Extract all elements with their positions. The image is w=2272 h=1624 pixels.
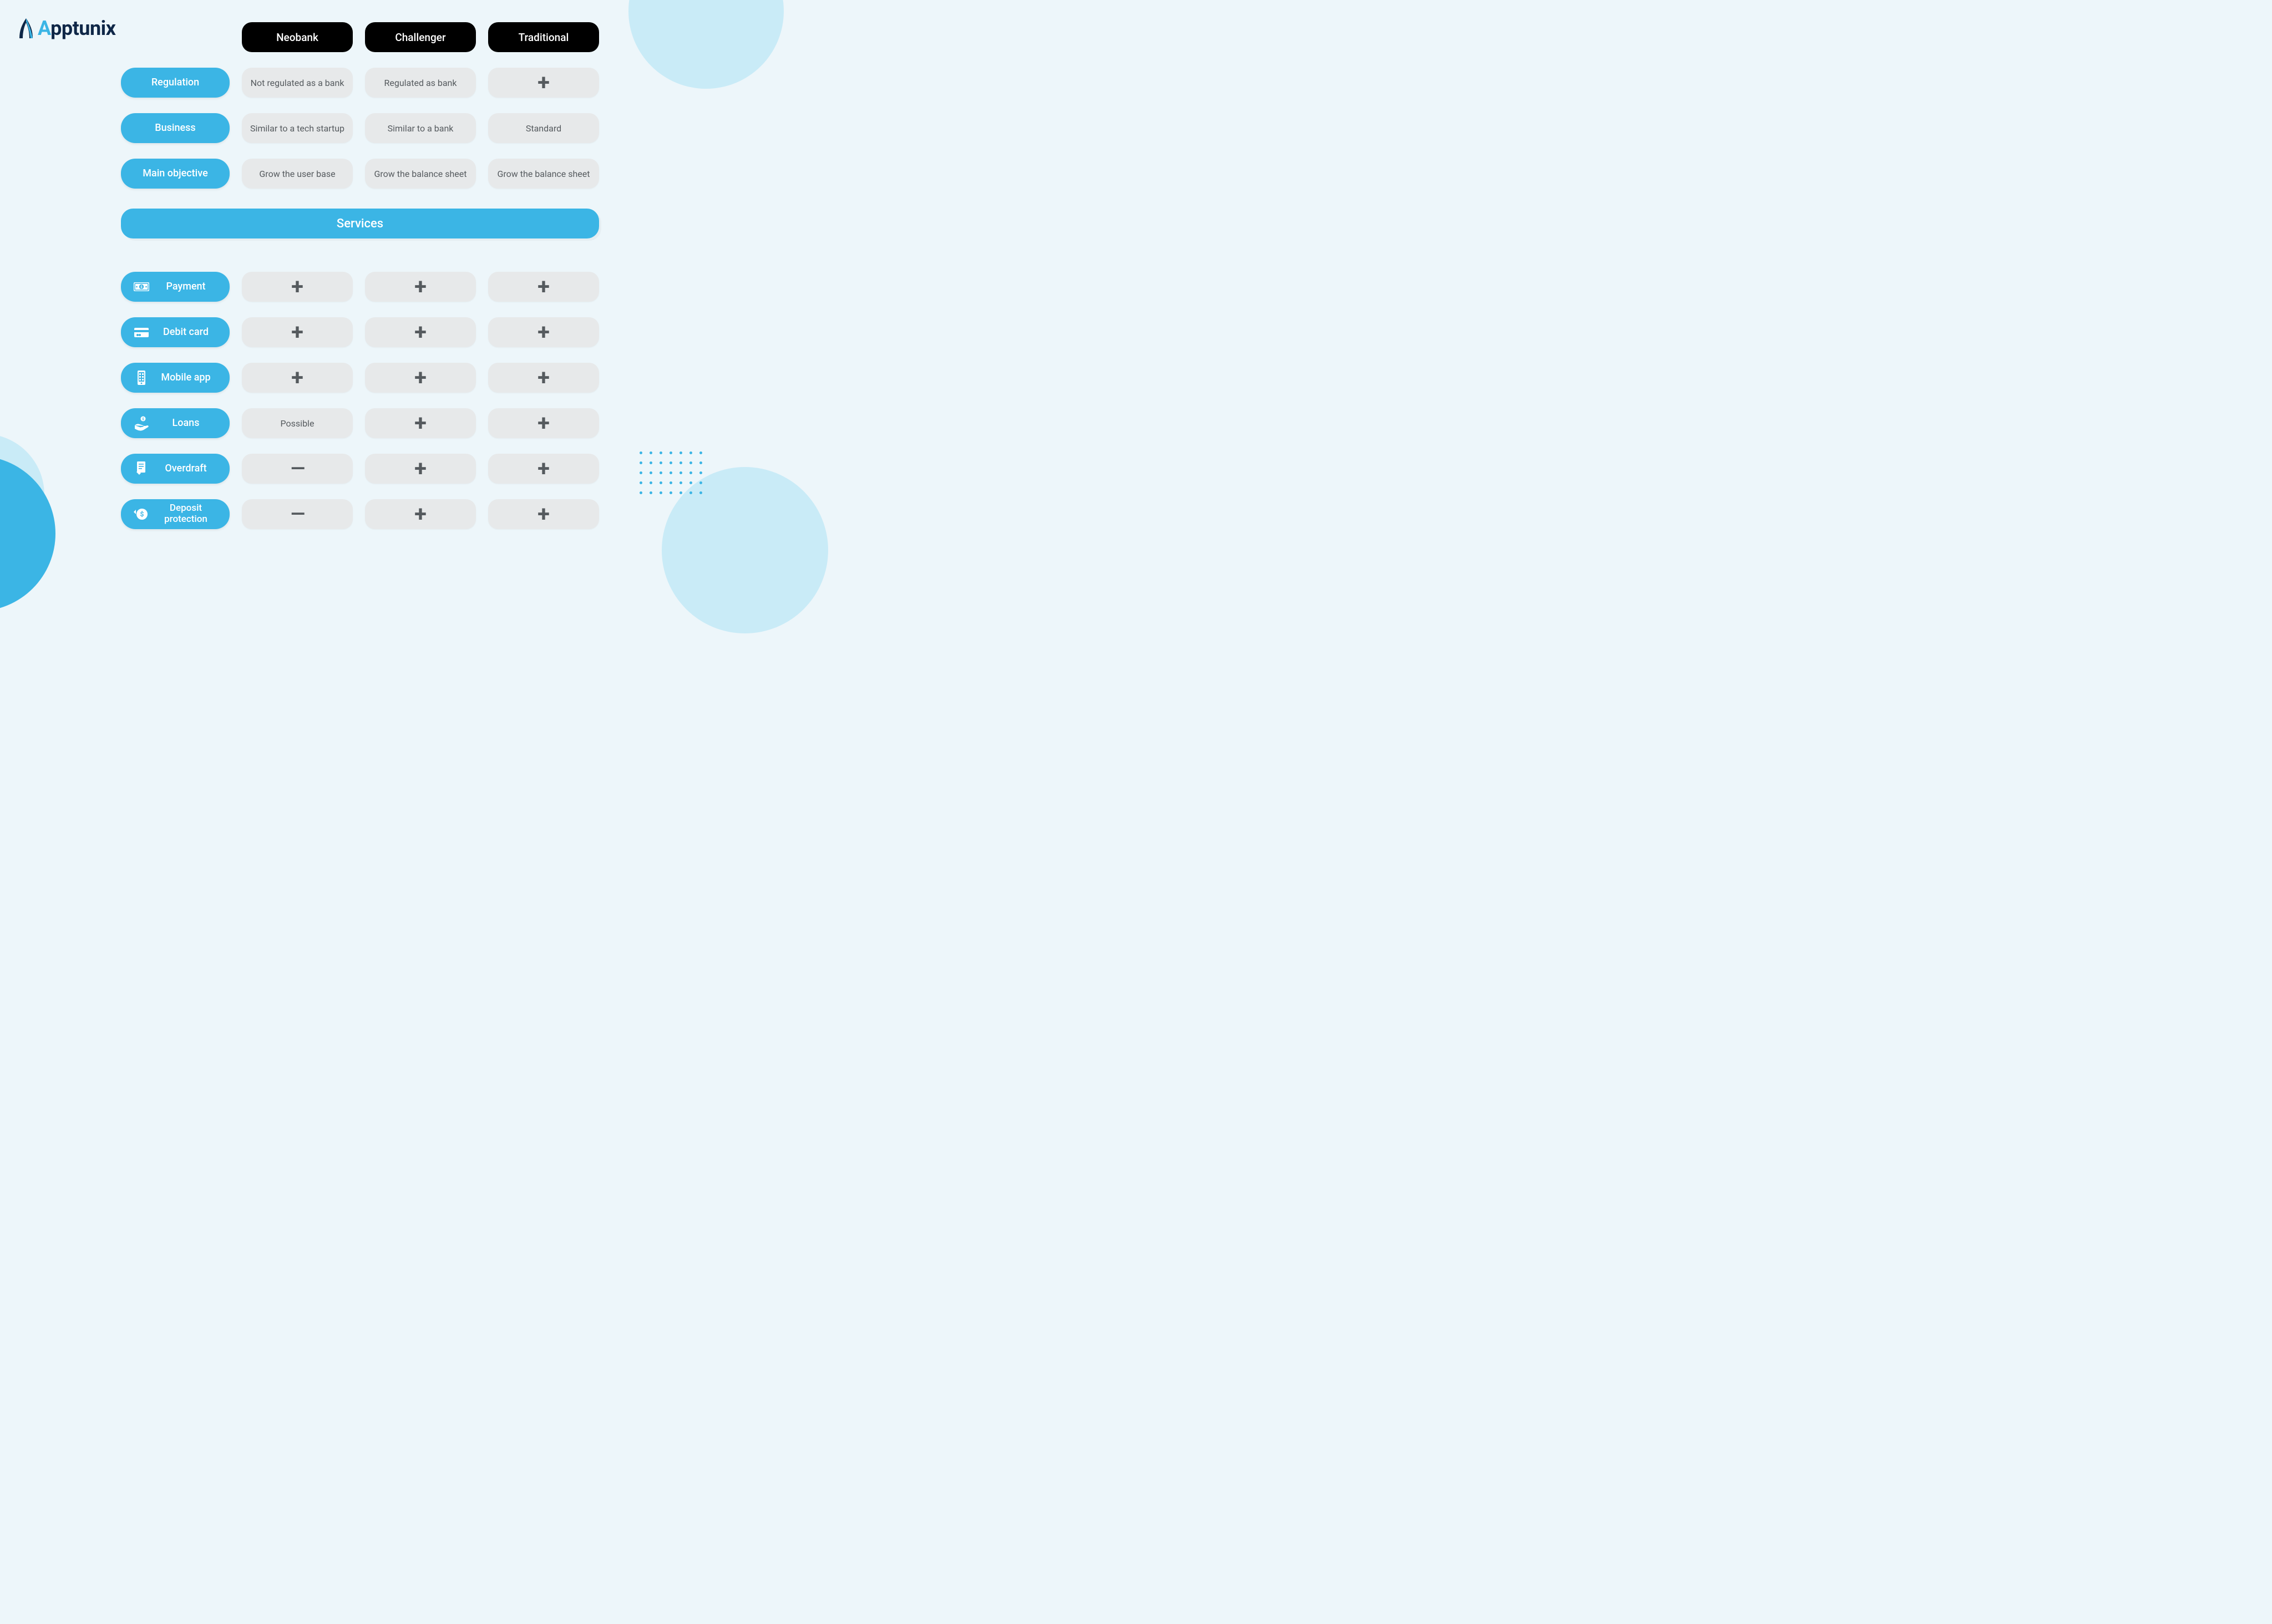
- plus-icon: +: [414, 276, 427, 298]
- cash-icon: [129, 278, 154, 296]
- plus-icon: +: [537, 503, 550, 525]
- table-cell: +: [242, 272, 353, 302]
- service-row-text: Debit card: [155, 327, 222, 338]
- table-cell: +: [242, 363, 353, 393]
- plus-icon: +: [414, 503, 427, 525]
- plus-icon: +: [537, 458, 550, 480]
- table-cell: +: [242, 317, 353, 347]
- logo-mark-icon: [17, 17, 36, 39]
- plus-icon: +: [537, 412, 550, 434]
- plus-icon: +: [414, 458, 427, 480]
- table-cell: +: [488, 454, 599, 484]
- minus-icon: —: [291, 505, 304, 524]
- spacer-row: [121, 254, 599, 256]
- table-cell: Regulated as bank: [365, 68, 476, 98]
- decor-bottom-left: [0, 456, 55, 611]
- card-icon: [129, 323, 154, 341]
- table-cell: Grow the balance sheet: [365, 159, 476, 189]
- service-row-label-loans: Loans: [121, 408, 230, 438]
- service-row-label-payment: Payment: [121, 272, 230, 302]
- table-cell: +: [365, 454, 476, 484]
- table-cell: +: [488, 363, 599, 393]
- service-row-label-deposit-protection: Depositprotection: [121, 499, 230, 529]
- table-cell: +: [365, 363, 476, 393]
- loans-icon: [129, 414, 154, 432]
- plus-icon: +: [537, 276, 550, 298]
- column-header-traditional: Traditional: [488, 22, 599, 52]
- plus-icon: +: [291, 276, 303, 298]
- mobile-icon: [129, 369, 154, 387]
- service-row-text: Mobile app: [155, 372, 222, 384]
- services-banner: Services: [121, 209, 599, 238]
- table-cell: +: [365, 317, 476, 347]
- logo-rest: pptunix: [50, 17, 115, 40]
- table-cell: Grow the balance sheet: [488, 159, 599, 189]
- service-row-text: Overdraft: [155, 463, 222, 475]
- plus-icon: +: [537, 72, 550, 94]
- plus-icon: +: [291, 321, 303, 343]
- table-cell: +: [365, 272, 476, 302]
- grid-spacer: [121, 22, 230, 52]
- table-cell: +: [488, 408, 599, 438]
- table-cell: —: [242, 499, 353, 529]
- table-cell: +: [365, 408, 476, 438]
- row-label-business: Business: [121, 113, 230, 143]
- table-cell: Not regulated as a bank: [242, 68, 353, 98]
- table-cell: Standard: [488, 113, 599, 143]
- plus-icon: +: [537, 367, 550, 389]
- column-header-neobank: Neobank: [242, 22, 353, 52]
- service-row-text: Payment: [155, 281, 222, 293]
- plus-icon: +: [414, 321, 427, 343]
- minus-icon: —: [291, 459, 304, 478]
- table-cell: +: [488, 68, 599, 98]
- table-cell: +: [365, 499, 476, 529]
- service-row-label-overdraft: Overdraft: [121, 454, 230, 484]
- service-row-text: Loans: [155, 418, 222, 429]
- table-cell: +: [488, 317, 599, 347]
- column-header-challenger: Challenger: [365, 22, 476, 52]
- table-cell: +: [488, 499, 599, 529]
- decor-dots: [637, 449, 704, 496]
- row-label-regulation: Regulation: [121, 68, 230, 98]
- row-label-main-objective: Main objective: [121, 159, 230, 189]
- service-row-text: Depositprotection: [155, 503, 222, 525]
- service-row-label-debit-card: Debit card: [121, 317, 230, 347]
- comparison-table: Neobank Challenger Traditional Regulation No…: [121, 22, 599, 529]
- table-cell: Similar to a tech startup: [242, 113, 353, 143]
- decor-top-right: [628, 0, 784, 89]
- table-cell: Possible: [242, 408, 353, 438]
- logo-first-letter: A: [38, 17, 50, 40]
- plus-icon: +: [537, 321, 550, 343]
- table-cell: Grow the user base: [242, 159, 353, 189]
- service-row-label-mobile-app: Mobile app: [121, 363, 230, 393]
- table-cell: —: [242, 454, 353, 484]
- table-cell: Similar to a bank: [365, 113, 476, 143]
- plus-icon: +: [414, 367, 427, 389]
- plus-icon: +: [414, 412, 427, 434]
- overdraft-icon: [129, 460, 154, 478]
- brand-logo: Apptunix: [17, 17, 116, 40]
- table-cell: +: [488, 272, 599, 302]
- shield-icon: [129, 505, 154, 523]
- plus-icon: +: [291, 367, 303, 389]
